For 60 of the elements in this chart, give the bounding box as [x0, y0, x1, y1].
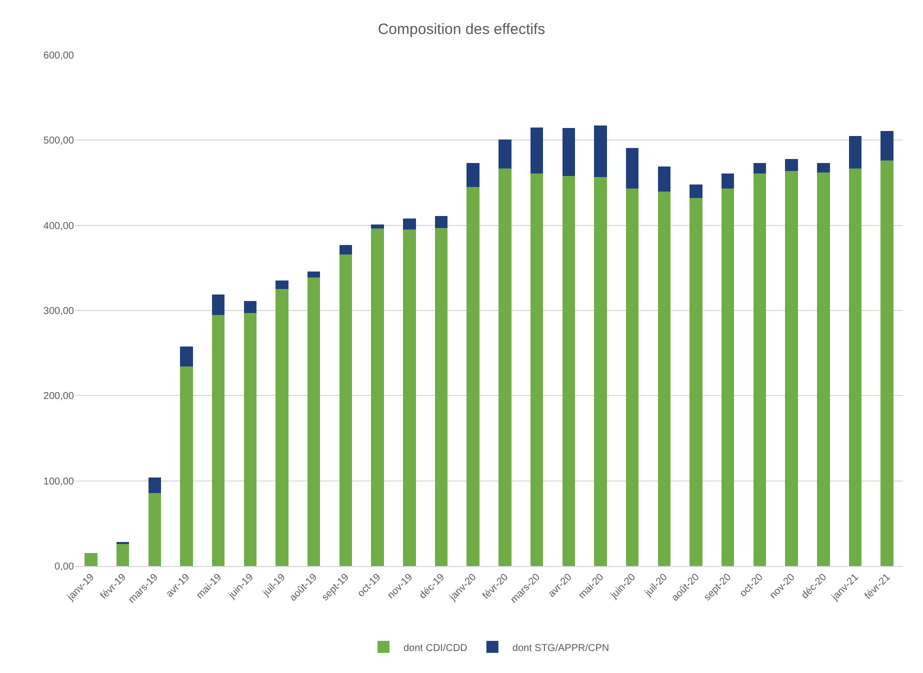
bar [244, 301, 257, 314]
bar [466, 187, 480, 566]
bar [276, 289, 288, 566]
bar [434, 228, 448, 566]
bar [785, 170, 798, 566]
bar [690, 198, 702, 566]
bar [721, 188, 734, 566]
bar [594, 126, 607, 177]
bar [307, 271, 320, 278]
y-tick-label: 500,00 [43, 136, 74, 147]
bar [658, 191, 671, 566]
bar [562, 128, 575, 176]
bar [307, 277, 320, 566]
bar [276, 280, 288, 290]
bar [785, 158, 798, 171]
y-tick-label: 400,00 [43, 220, 74, 232]
y-tick-label: 600,00 [43, 50, 74, 62]
bar [530, 127, 544, 174]
bar [180, 366, 193, 566]
bar [212, 294, 225, 315]
y-tick-label: 200,00 [43, 391, 74, 402]
bar [148, 477, 161, 493]
bar [848, 168, 862, 566]
bar [498, 139, 512, 168]
y-tick-label: 300,00 [43, 306, 74, 317]
bar [817, 172, 830, 566]
bar [690, 184, 702, 198]
bar [434, 216, 448, 228]
bar [403, 230, 416, 566]
bar [848, 136, 862, 168]
bar [371, 228, 384, 566]
bar [880, 130, 894, 161]
y-tick-label: 0,00 [54, 562, 74, 572]
bar [626, 148, 639, 189]
bar [84, 553, 98, 566]
legend-label: dont CDI/CDD [404, 642, 468, 654]
bar [530, 173, 544, 566]
bar [753, 163, 766, 174]
bar [594, 176, 607, 566]
bar [212, 314, 225, 566]
bar [339, 254, 352, 566]
bar [658, 166, 671, 192]
legend-label: dont STG/APPR/CPN [512, 642, 610, 654]
chart-title: Composition des effectifs [378, 21, 546, 38]
bar [721, 173, 734, 189]
bar [403, 218, 416, 230]
bar [244, 313, 257, 566]
bar [466, 163, 480, 188]
y-tick-label: 100,00 [43, 476, 74, 488]
bar [498, 168, 512, 566]
bar [180, 346, 193, 367]
bar [371, 224, 384, 229]
bar [562, 176, 575, 566]
bar [880, 160, 894, 566]
bar [626, 188, 639, 566]
bar [753, 173, 766, 566]
bar [339, 244, 352, 254]
bar [817, 163, 830, 173]
bar [148, 492, 161, 566]
bar [116, 543, 130, 566]
